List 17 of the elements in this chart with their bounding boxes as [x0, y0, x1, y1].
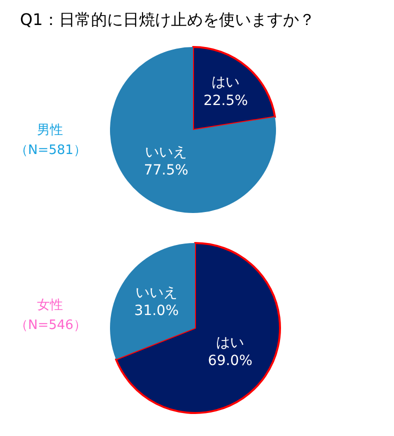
data-label: 22.5%	[203, 92, 248, 109]
data-label: 77.5%	[144, 162, 188, 179]
pie-slice	[192, 46, 276, 131]
pie-slice	[114, 242, 281, 414]
text: 女性	[37, 298, 63, 313]
pie-slice	[110, 47, 276, 213]
chart-title: Q1：日常的に日焼け止めを使いますか？	[20, 10, 315, 29]
text: （N=546）	[15, 318, 86, 333]
data-label: 69.0%	[208, 352, 252, 369]
text: 男性	[37, 123, 63, 138]
slice-label: はい	[216, 334, 244, 351]
slice-label: いいえ	[136, 284, 178, 301]
slice-label: いいえ	[145, 144, 188, 160]
slice-label: はい	[212, 74, 240, 91]
text: （N=581）	[15, 143, 86, 158]
pie-slice	[110, 243, 195, 360]
data-label: 31.0%	[134, 302, 179, 319]
